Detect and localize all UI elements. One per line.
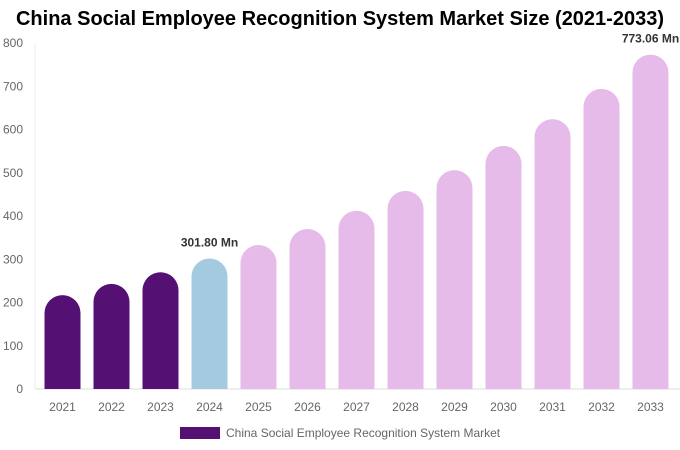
x-tick-label: 2027: [343, 400, 370, 414]
x-tick-label: 2030: [490, 400, 517, 414]
x-tick-label: 2023: [147, 400, 174, 414]
x-tick-label: 2021: [49, 400, 76, 414]
bar-2025: [240, 244, 277, 389]
bar-2033: [632, 54, 669, 389]
data-label: 773.06 Mn: [622, 32, 679, 46]
bar-2024: [191, 258, 228, 389]
bar-2026: [289, 228, 326, 389]
y-tick-label: 500: [3, 166, 23, 180]
x-tick-label: 2029: [441, 400, 468, 414]
legend-label: China Social Employee Recognition System…: [226, 426, 501, 440]
chart-title: China Social Employee Recognition System…: [15, 8, 664, 30]
x-tick-label: 2022: [98, 400, 125, 414]
bar-2032: [583, 88, 620, 389]
bar-2023: [142, 272, 179, 389]
y-tick-label: 200: [3, 296, 23, 310]
y-tick-label: 300: [3, 252, 23, 266]
y-tick-label: 800: [3, 36, 23, 50]
bar-2021: [44, 295, 81, 389]
bar-2031: [534, 119, 571, 389]
x-tick-label: 2028: [392, 400, 419, 414]
legend-swatch: [180, 427, 220, 439]
x-tick-label: 2032: [588, 400, 615, 414]
x-tick-label: 2031: [539, 400, 566, 414]
y-tick-label: 400: [3, 209, 23, 223]
y-tick-label: 600: [3, 123, 23, 137]
bar-2028: [387, 190, 424, 389]
y-tick-label: 100: [3, 339, 23, 353]
bar-2027: [338, 210, 375, 389]
legend: China Social Employee Recognition System…: [180, 426, 500, 440]
x-tick-label: 2025: [245, 400, 272, 414]
x-tick-label: 2026: [294, 400, 321, 414]
data-label: 301.80 Mn: [181, 235, 238, 249]
bar-2030: [485, 145, 522, 389]
bar-2022: [93, 283, 130, 389]
y-tick-label: 700: [3, 79, 23, 93]
x-tick-label: 2033: [637, 400, 664, 414]
bar-2029: [436, 170, 473, 389]
x-tick-label: 2024: [196, 400, 223, 414]
y-tick-label: 0: [16, 382, 23, 396]
